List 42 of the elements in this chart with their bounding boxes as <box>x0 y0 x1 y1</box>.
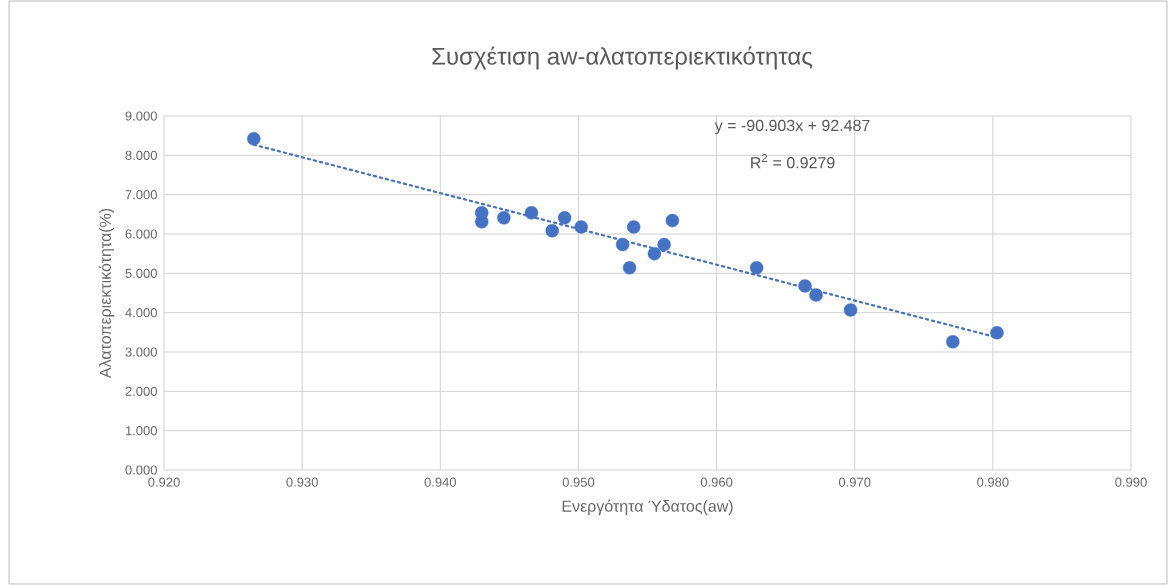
x-tick-label: 0.920 <box>148 477 180 487</box>
y-tick-label: 9.000 <box>125 111 157 121</box>
y-tick-label: 5.000 <box>125 268 157 278</box>
x-axis-title: Ενεργότητα Ύδατος(aw) <box>562 499 733 515</box>
x-tick-label: 0.940 <box>424 477 457 487</box>
point <box>557 211 572 225</box>
point <box>665 213 680 228</box>
point <box>647 246 662 261</box>
y-tick-label: 1.000 <box>125 426 157 436</box>
y-tick-label: 6.000 <box>125 229 157 239</box>
point <box>809 288 823 302</box>
point <box>749 261 764 275</box>
point <box>657 237 671 252</box>
annotation: R$^{2}$ = 0.9279 <box>751 154 835 169</box>
point <box>946 335 960 349</box>
y-tick-label: 7.000 <box>125 190 157 200</box>
y-tick-label: 4.000 <box>125 308 157 318</box>
point <box>475 215 489 229</box>
point <box>574 220 588 234</box>
x-tick-label: 0.980 <box>977 477 1009 487</box>
point <box>990 326 1004 340</box>
point <box>524 206 539 220</box>
y-tick-label: 8.000 <box>125 150 157 160</box>
x-tick-label: 0.930 <box>286 477 318 487</box>
y-tick-label: 0.000 <box>125 465 157 475</box>
chart-title: Συσχέτιση aw-αλατοπεριεκτικότητας <box>432 46 813 70</box>
annotation: y = -90.903x + 92.487 <box>714 119 870 135</box>
point <box>843 303 858 317</box>
x-tick-label: 0.970 <box>838 477 871 487</box>
point <box>622 261 637 275</box>
point <box>615 237 630 252</box>
point <box>247 132 261 146</box>
point <box>798 279 812 293</box>
point <box>626 220 641 234</box>
x-tick-label: 0.950 <box>562 477 595 487</box>
x-tick-label: 0.960 <box>700 477 733 487</box>
x-tick-label: 0.990 <box>1115 477 1147 487</box>
y-axis-title: Αλατοπεριεκτικότητα(%) <box>98 208 115 379</box>
point <box>545 224 559 238</box>
point <box>497 211 511 225</box>
y-tick-label: 2.000 <box>125 386 157 396</box>
y-tick-label: 3.000 <box>125 347 157 357</box>
